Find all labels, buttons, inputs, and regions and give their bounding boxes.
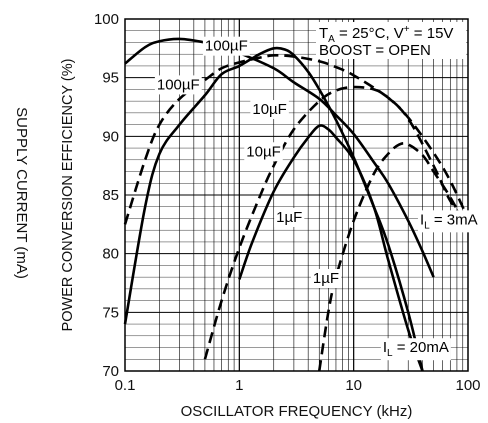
y-tick-label: 90: [102, 128, 119, 145]
curve-label-lbl-1-solid: 1µF: [276, 209, 302, 226]
y-tick-label: 95: [102, 70, 119, 87]
curve-label-lbl-1-dash: 1µF: [313, 270, 339, 287]
curve-label-background: [244, 142, 283, 162]
y-tick-label: 70: [102, 363, 119, 380]
x-tick-label: 1: [235, 377, 243, 394]
tick-labels: 0.1 1 10 100 70 75 80 85 90 95 100: [94, 11, 481, 394]
curve-label-background: [380, 338, 451, 361]
curve-label-lbl-il20: IL = 20mA: [383, 339, 449, 359]
curve-label-background: [274, 207, 305, 227]
curve-label-lbl-100-dash: 100µF: [157, 76, 200, 93]
grid: [124, 18, 469, 372]
series-line-5: [317, 142, 470, 372]
curve-label-lbl-il3: IL = 3mA: [420, 211, 478, 231]
conditions-line-2: BOOST = OPEN: [319, 42, 431, 59]
conditions-line-1: TA = 25°C, V+ = 15V: [319, 24, 453, 45]
curve-label-background: [202, 36, 250, 56]
curve-label-lbl-10-solid: 10µF: [252, 101, 286, 118]
curve-label-background: [154, 75, 202, 95]
label-part: I: [383, 339, 387, 356]
cond-temp: = 25°C, V: [335, 25, 404, 42]
secondary-y-axis-label: SUPPLY CURRENT (mA): [13, 107, 30, 279]
x-tick-label: 10: [345, 377, 362, 394]
label-part: = 20mA: [393, 339, 449, 356]
series-line-3: [203, 85, 470, 360]
curve-label-background: [250, 100, 289, 120]
conditions-background: [316, 22, 466, 59]
y-tick-label: 100: [94, 11, 119, 28]
y-tick-label: 85: [102, 187, 119, 204]
series-line-0: [124, 37, 435, 278]
label-part: I: [420, 211, 424, 228]
plot-frame: [124, 18, 469, 372]
label-subscript: L: [387, 348, 393, 359]
x-tick-label: 100: [455, 377, 480, 394]
y-tick-label: 80: [102, 246, 119, 263]
series-line-4: [238, 124, 424, 372]
y-axis-label: POWER CONVERSION EFFICIENCY (%): [60, 59, 76, 332]
cond-vplus: +: [404, 24, 410, 35]
label-part: = 3mA: [430, 211, 478, 228]
cond-t-sub: A: [328, 34, 335, 45]
y-tick-label: 75: [102, 304, 119, 321]
label-subscript: L: [424, 220, 430, 231]
conditions-box: TA = 25°C, V+ = 15V BOOST = OPEN: [316, 22, 466, 59]
cond-volt: = 15V: [410, 25, 454, 42]
x-tick-label: 0.1: [115, 377, 136, 394]
x-axis-label: OSCILLATOR FREQUENCY (kHz): [181, 403, 413, 420]
curve-label-background: [310, 269, 342, 288]
curve-label-lbl-100-solid: 100µF: [205, 38, 248, 55]
cond-t: T: [319, 25, 328, 42]
curve-label-background: [417, 210, 480, 233]
curve-label-lbl-10-dash: 10µF: [246, 143, 281, 160]
